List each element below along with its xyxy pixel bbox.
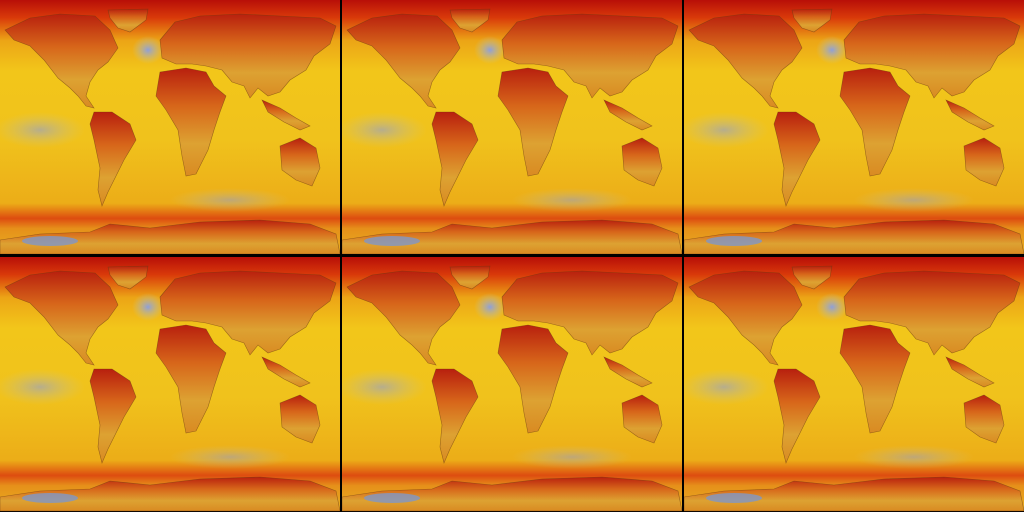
map-panel — [0, 256, 340, 512]
map-panel — [0, 0, 340, 254]
map-panel — [684, 0, 1024, 254]
map-panel — [342, 256, 682, 512]
map-panel — [342, 0, 682, 254]
map-panel — [684, 256, 1024, 512]
